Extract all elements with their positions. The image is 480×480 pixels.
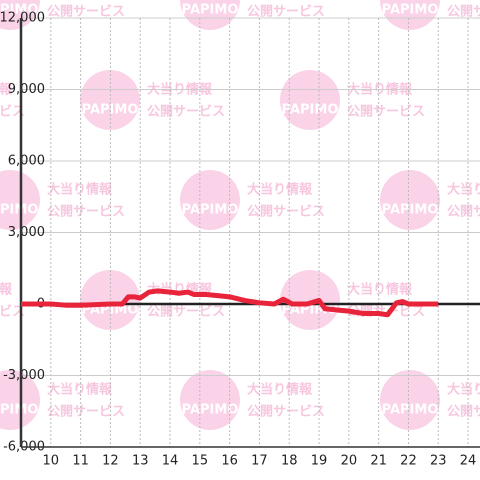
watermark-logo — [0, 0, 40, 30]
y-tick-label: 9,000 — [8, 82, 45, 97]
x-tick-label: 15 — [192, 454, 209, 469]
watermark-logo-text: PAPIMO — [0, 3, 38, 18]
x-tick-label: 22 — [400, 454, 417, 469]
x-tick-label: 19 — [311, 454, 328, 469]
watermark-text: 公開サービス — [447, 4, 480, 20]
watermark-text: 大当り情報 — [247, 382, 313, 398]
y-tick-label: 6,000 — [8, 154, 45, 169]
watermark-text: 公開サービス — [0, 304, 25, 320]
watermark-logo — [180, 170, 240, 230]
watermark-logo-text: PAPIMO — [182, 403, 239, 418]
watermark-text: 大当り情報 — [347, 282, 413, 298]
x-tick-label: 21 — [370, 454, 387, 469]
watermark-logo — [280, 270, 340, 330]
watermark-logo — [280, 70, 340, 130]
watermarks: PAPIMO大当り情報公開サービスPAPIMO大当り情報公開サービスPAPIMO… — [0, 0, 480, 430]
x-tick-label: 18 — [281, 454, 298, 469]
watermark-text: 公開サービス — [0, 104, 25, 120]
watermark-text: 公開サービス — [47, 4, 125, 20]
watermark-text: 公開サービス — [47, 204, 125, 220]
watermark-text: 公開サービス — [247, 204, 325, 220]
watermark-logo-text: PAPIMO — [0, 203, 38, 218]
watermark-logo-text: PAPIMO — [382, 203, 439, 218]
watermark-text: 公開サービス — [447, 404, 480, 420]
watermark-text: 大当り情報 — [447, 182, 480, 198]
watermark-text: 大当り情報 — [447, 382, 480, 398]
x-tick-label: 23 — [430, 454, 447, 469]
y-tick-label: 12,000 — [0, 11, 45, 26]
x-tick-label: 17 — [251, 454, 268, 469]
x-tick-label: 11 — [72, 454, 89, 469]
x-tick-label: 20 — [341, 454, 358, 469]
watermark-logo — [180, 0, 240, 30]
x-tick-label: 13 — [132, 454, 149, 469]
watermark-logo — [380, 370, 440, 430]
watermark-logo — [180, 370, 240, 430]
watermark-logo-text: PAPIMO — [182, 3, 239, 18]
watermark-text: 公開サービス — [47, 404, 125, 420]
watermark-text: 大当り情報 — [0, 282, 13, 298]
x-tick-label: 16 — [221, 454, 238, 469]
plot: 12,0009,0006,0003,0000-3,000-6,000101112… — [0, 11, 480, 469]
y-tick-label: -3,000 — [3, 368, 45, 383]
x-tick-label: 14 — [162, 454, 179, 469]
watermark-logo — [380, 0, 440, 30]
watermark-text: 公開サービス — [447, 204, 480, 220]
x-tick-label: 10 — [43, 454, 60, 469]
watermark-text: 大当り情報 — [247, 182, 313, 198]
watermark-text: 公開サービス — [347, 104, 425, 120]
watermark-text: 公開サービス — [147, 104, 225, 120]
watermark-logo-text: PAPIMO — [382, 3, 439, 18]
watermark-logo-text: PAPIMO — [282, 103, 339, 118]
watermark-text: 公開サービス — [147, 304, 225, 320]
watermark-text: 公開サービス — [247, 404, 325, 420]
watermark-logo — [380, 170, 440, 230]
series-line — [21, 288, 439, 318]
watermark-text: 大当り情報 — [47, 382, 113, 398]
watermark-logo-text: PAPIMO — [382, 403, 439, 418]
watermark-logo-text: PAPIMO — [0, 403, 38, 418]
x-tick-label: 24 — [460, 454, 477, 469]
x-tick-label: 12 — [102, 454, 119, 469]
y-tick-label: 3,000 — [8, 225, 45, 240]
watermark-text: 大当り情報 — [47, 182, 113, 198]
watermark-text: 大当り情報 — [0, 82, 13, 98]
watermark-logo-text: PAPIMO — [182, 203, 239, 218]
watermark-text: 公開サービス — [247, 4, 325, 20]
